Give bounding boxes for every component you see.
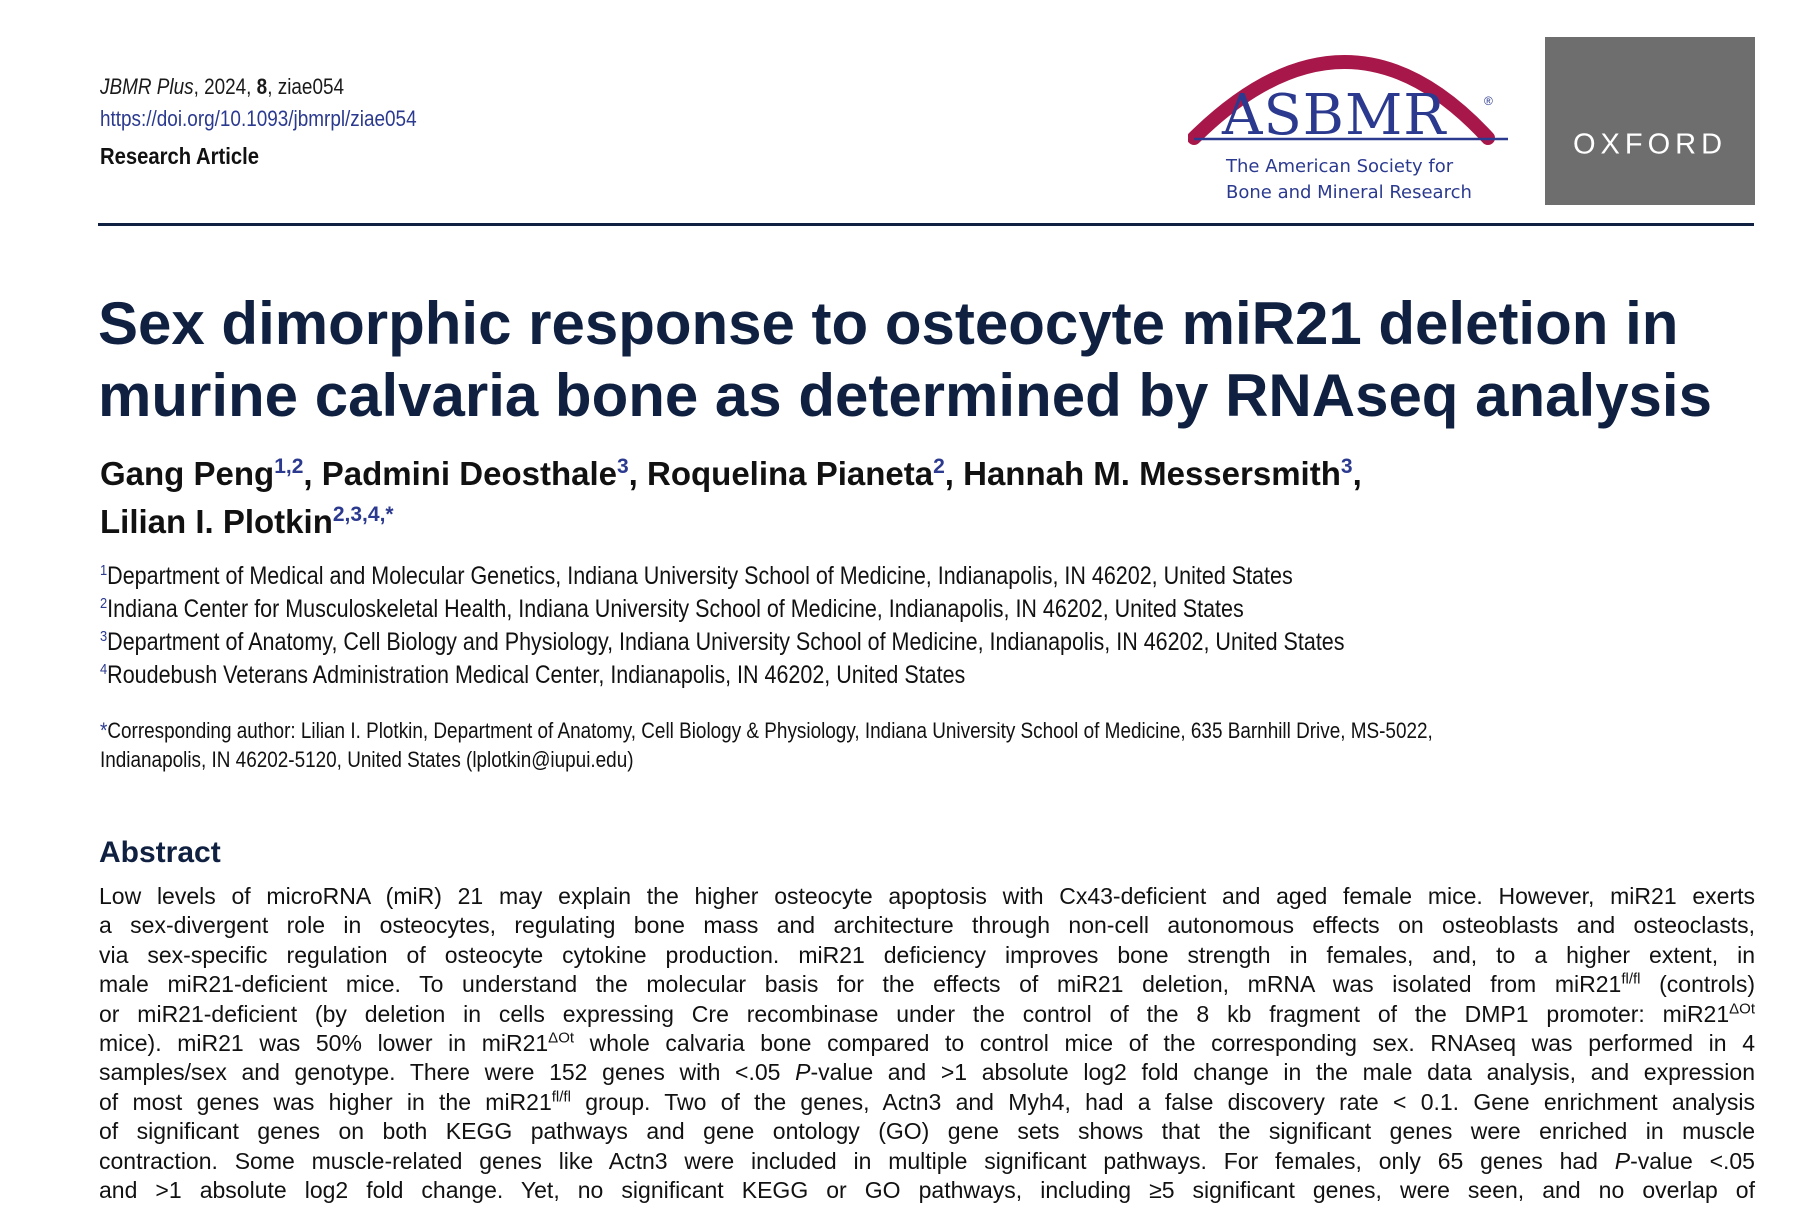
affiliation-item: 4Roudebush Veterans Administration Medic… bbox=[100, 659, 1345, 692]
oxford-wordmark: OXFORD bbox=[1572, 128, 1728, 161]
abstract-text: male miR21-deficient mice. To understand… bbox=[99, 971, 1622, 998]
abstract-line: mice). miR21 was 50% lower in miR21ΔOt w… bbox=[99, 1029, 1755, 1058]
registered-mark: ® bbox=[1484, 94, 1493, 108]
corresponding-star: * bbox=[100, 718, 108, 743]
article-id: , ziae054 bbox=[267, 74, 345, 99]
abstract-text: a sex-divergent role in osteocytes, regu… bbox=[99, 912, 1755, 939]
corresponding-line-1: Corresponding author: Lilian I. Plotkin,… bbox=[107, 718, 1433, 743]
affiliation-number: 3 bbox=[100, 628, 108, 645]
affiliation-item: 2Indiana Center for Musculoskeletal Heal… bbox=[100, 593, 1345, 626]
author-affiliation-marker[interactable]: 3 bbox=[1340, 455, 1353, 478]
abstract-text: or miR21-deficient (by deletion in cells… bbox=[99, 1000, 1730, 1027]
corresponding-author: *Corresponding author: Lilian I. Plotkin… bbox=[100, 716, 1433, 774]
paper-title: Sex dimorphic response to osteocyte miR2… bbox=[98, 288, 1758, 432]
journal-volume: 8 bbox=[256, 74, 268, 99]
abstract-line: of significant genes on both KEGG pathwa… bbox=[99, 1117, 1755, 1146]
abstract-text: via sex-specific regulation of osteocyte… bbox=[99, 941, 1755, 968]
author-affiliation-marker[interactable]: 2,3,4,* bbox=[332, 503, 394, 526]
abstract-text: fl/fl bbox=[1621, 970, 1641, 988]
affiliation-list: 1Department of Medical and Molecular Gen… bbox=[100, 560, 1345, 692]
affiliation-text: Department of Medical and Molecular Gene… bbox=[107, 562, 1293, 590]
article-type: Research Article bbox=[100, 143, 260, 169]
abstract-line: or miR21-deficient (by deletion in cells… bbox=[99, 1000, 1755, 1029]
asbmr-wordmark: ASBMR bbox=[1222, 83, 1447, 148]
abstract-line: contraction. Some muscle-related genes l… bbox=[99, 1147, 1755, 1176]
affiliation-number: 1 bbox=[100, 562, 108, 579]
header-divider bbox=[98, 223, 1754, 226]
abstract-text: and >1 absolute log2 fold change. Yet, n… bbox=[99, 1177, 1755, 1204]
author-name: Lilian I. Plotkin bbox=[100, 503, 333, 540]
asbmr-tagline-1: The American Society for bbox=[1226, 156, 1454, 177]
abstract-text: of significant genes on both KEGG pathwa… bbox=[99, 1118, 1755, 1145]
asbmr-logo: ASBMR ® The American Society for Bone an… bbox=[1188, 36, 1524, 208]
affiliation-text: Department of Anatomy, Cell Biology and … bbox=[107, 628, 1345, 656]
title-line-2: murine calvaria bone as determined by RN… bbox=[98, 362, 1712, 429]
corresponding-line-2: Indianapolis, IN 46202-5120, United Stat… bbox=[100, 747, 634, 772]
affiliation-item: 3Department of Anatomy, Cell Biology and… bbox=[100, 626, 1345, 659]
abstract-text: ΔOt bbox=[1729, 999, 1755, 1017]
abstract-line: a sex-divergent role in osteocytes, regu… bbox=[99, 911, 1755, 940]
affiliation-number: 4 bbox=[100, 661, 108, 678]
abstract-text: (controls) bbox=[1640, 971, 1755, 998]
affiliation-item: 1Department of Medical and Molecular Gen… bbox=[100, 560, 1345, 593]
asbmr-tagline-2: Bone and Mineral Research bbox=[1226, 182, 1472, 203]
author-affiliation-marker[interactable]: 3 bbox=[616, 455, 629, 478]
affiliation-text: Roudebush Veterans Administration Medica… bbox=[107, 661, 966, 689]
abstract-text: -value <.05 bbox=[1630, 1147, 1755, 1174]
author-list: Gang Peng1,2, Padmini Deosthale3, Roquel… bbox=[100, 450, 1750, 546]
abstract-text: ΔOt bbox=[548, 1029, 575, 1047]
abstract-text: Low levels of microRNA (miR) 21 may expl… bbox=[99, 883, 1755, 909]
abstract-line: samples/sex and genotype. There were 152… bbox=[99, 1058, 1755, 1087]
author-separator: , bbox=[303, 455, 322, 492]
abstract-heading: Abstract bbox=[99, 836, 221, 869]
abstract-text: contraction. Some muscle-related genes l… bbox=[99, 1147, 1615, 1174]
abstract-text: P bbox=[1614, 1147, 1631, 1174]
journal-name: JBMR Plus bbox=[100, 74, 194, 99]
affiliation-text: Indiana Center for Musculoskeletal Healt… bbox=[107, 595, 1244, 623]
abstract-text: group. Two of the genes, Actn3 and Myh4,… bbox=[570, 1088, 1755, 1115]
author-affiliation-marker[interactable]: 1,2 bbox=[274, 455, 304, 478]
abstract-text: fl/fl bbox=[551, 1088, 571, 1106]
author-name: Padmini Deosthale bbox=[321, 455, 617, 492]
oxford-logo: OXFORD bbox=[1545, 37, 1755, 205]
abstract-text: of most genes was higher in the miR21 bbox=[99, 1088, 552, 1115]
abstract-text: P bbox=[795, 1059, 811, 1086]
journal-year: , 2024, bbox=[193, 74, 257, 99]
author-separator: , bbox=[944, 455, 964, 492]
author-name: Gang Peng bbox=[100, 455, 275, 492]
author-separator: , bbox=[628, 455, 648, 492]
abstract-text: whole calvaria bone compared to control … bbox=[574, 1030, 1755, 1057]
abstract-line: Low levels of microRNA (miR) 21 may expl… bbox=[99, 882, 1755, 911]
affiliation-number: 2 bbox=[100, 595, 108, 612]
abstract-line: via sex-specific regulation of osteocyte… bbox=[99, 941, 1755, 970]
author-name: Hannah M. Messersmith bbox=[963, 455, 1341, 492]
asbmr-arc-icon bbox=[1188, 55, 1508, 145]
abstract-line: of most genes was higher in the miR21fl/… bbox=[99, 1088, 1755, 1117]
abstract-text: -value and >1 absolute log2 fold change … bbox=[810, 1059, 1756, 1086]
abstract-line: male miR21-deficient mice. To understand… bbox=[99, 970, 1755, 999]
abstract-body: Low levels of microRNA (miR) 21 may expl… bbox=[99, 882, 1755, 1205]
abstract-text: mice). miR21 was 50% lower in miR21 bbox=[99, 1030, 549, 1057]
author-name: Roquelina Pianeta bbox=[647, 455, 934, 492]
title-line-1: Sex dimorphic response to osteocyte miR2… bbox=[98, 290, 1679, 357]
author-affiliation-marker[interactable]: 2 bbox=[933, 455, 945, 478]
journal-citation: JBMR Plus, 2024, 8, ziae054 bbox=[100, 74, 344, 100]
author-separator: , bbox=[1352, 455, 1362, 492]
doi-link[interactable]: https://doi.org/10.1093/jbmrpl/ziae054 bbox=[100, 106, 417, 131]
abstract-line: and >1 absolute log2 fold change. Yet, n… bbox=[99, 1176, 1755, 1205]
abstract-text: samples/sex and genotype. There were 152… bbox=[99, 1059, 796, 1086]
